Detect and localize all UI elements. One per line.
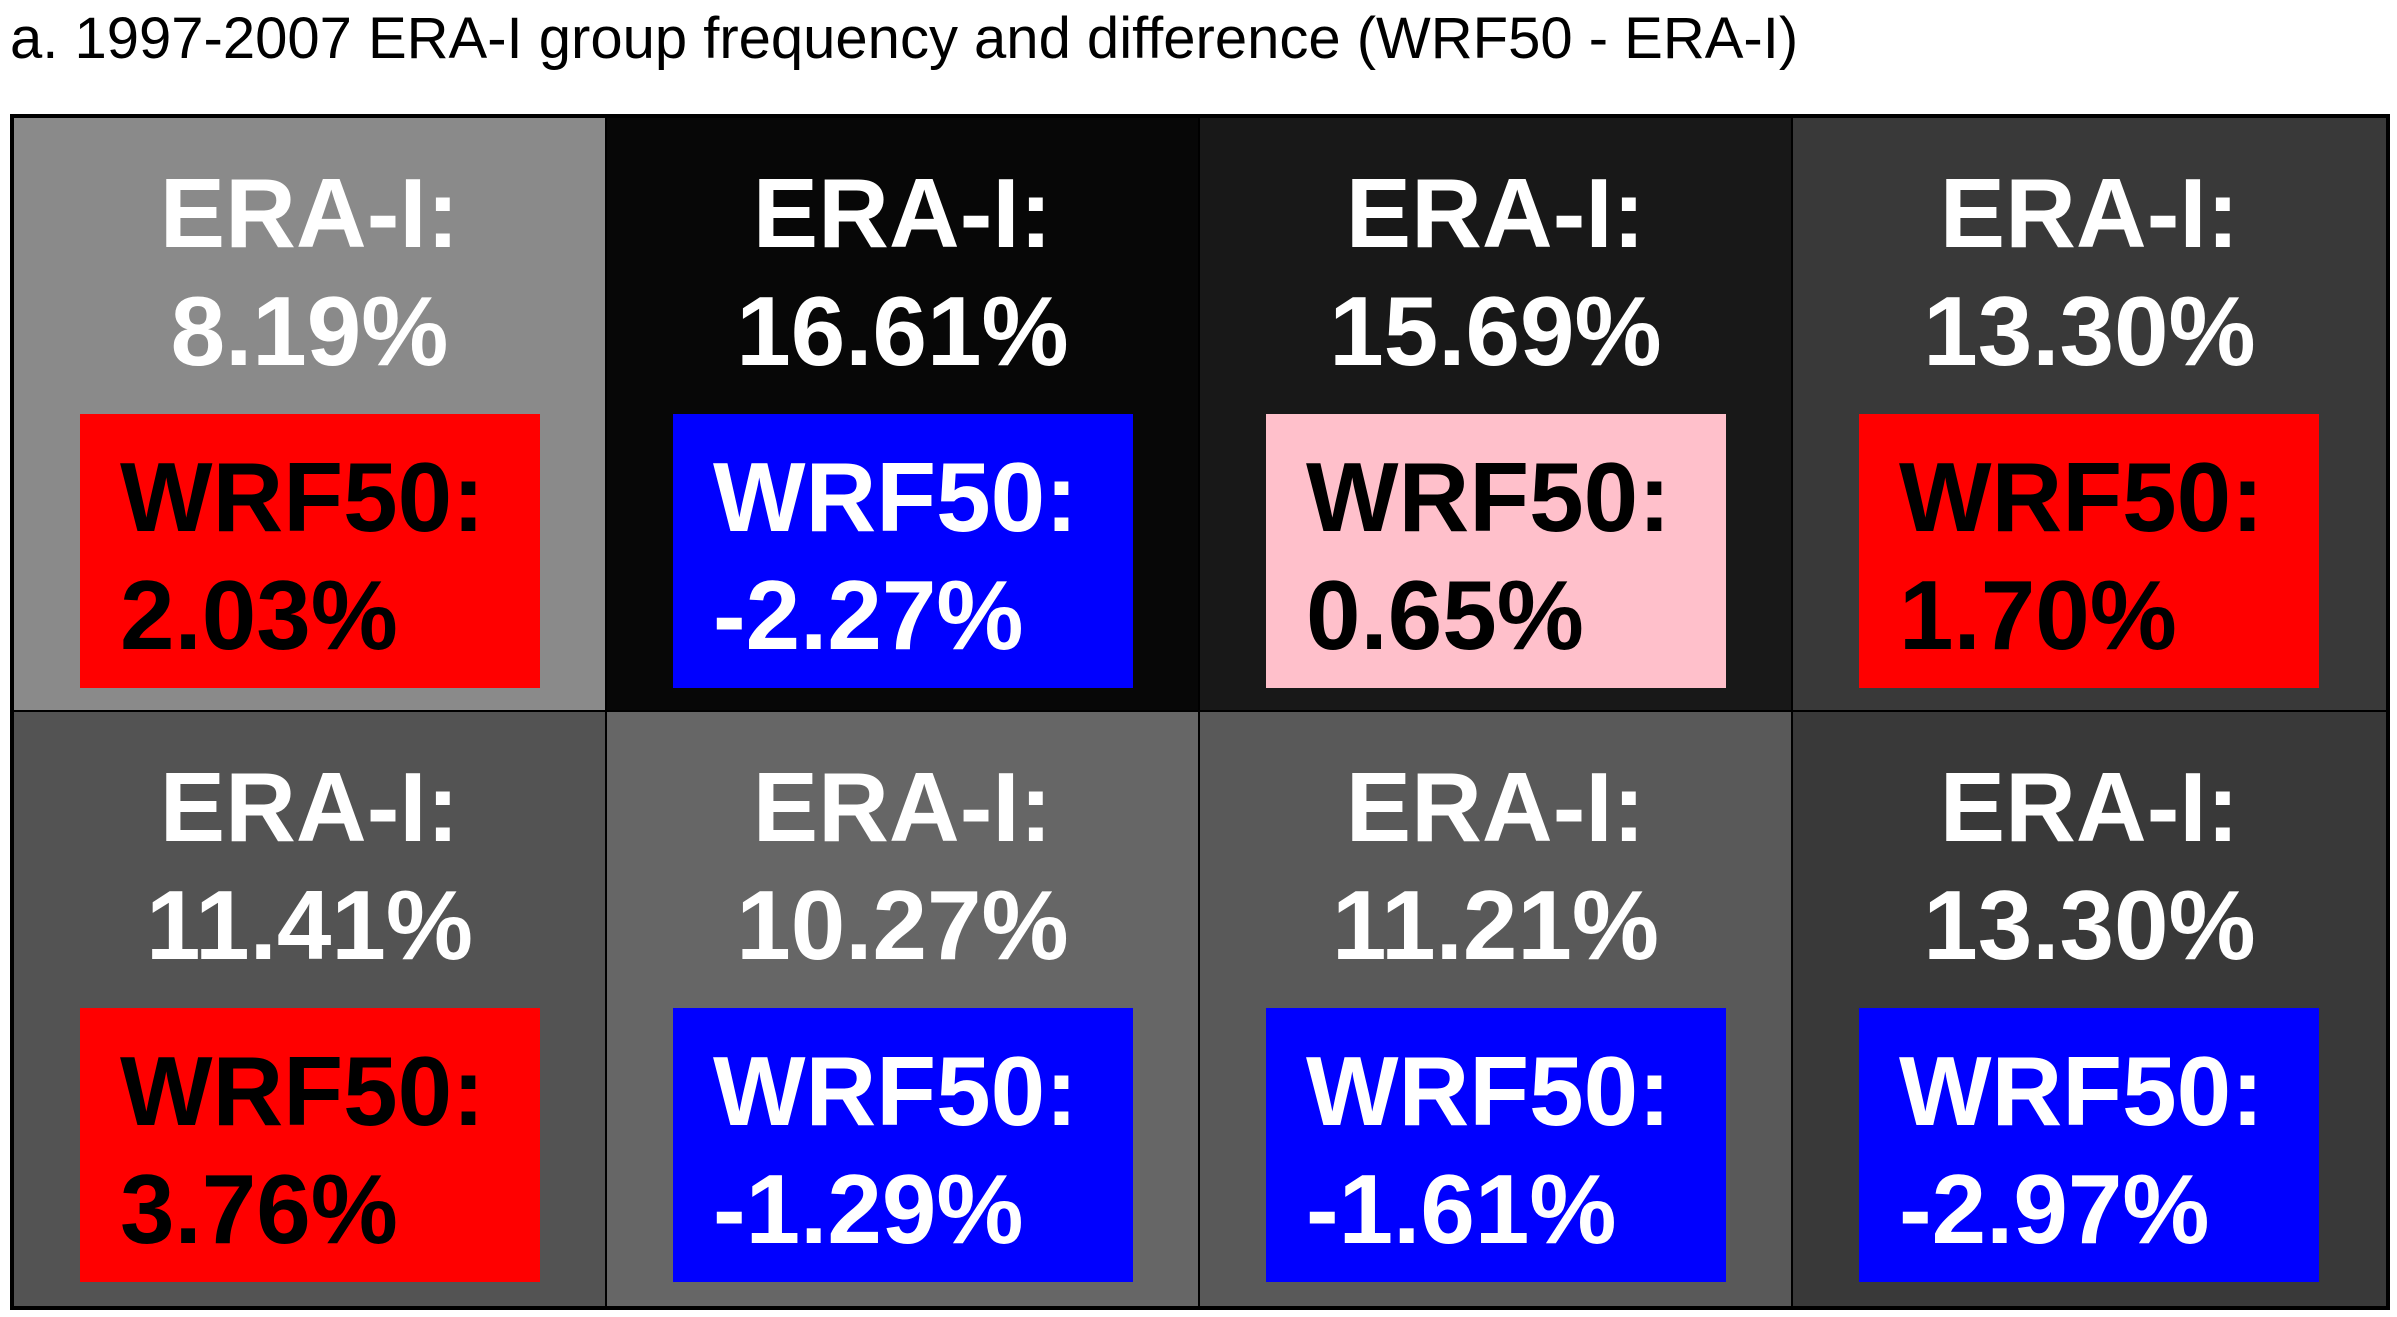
era-label: ERA-I: — [752, 158, 1053, 268]
era-label: ERA-I: — [159, 158, 460, 268]
wrf50-value: -2.27% — [713, 560, 1024, 670]
wrf50-difference-box: WRF50: -2.27% — [673, 414, 1133, 688]
heatmap-cell: ERA-I: 15.69% WRF50: 0.65% — [1200, 118, 1793, 712]
era-value: 15.69% — [1329, 276, 1662, 386]
wrf50-value: 1.70% — [1899, 560, 2177, 670]
era-frequency: ERA-I: 13.30% — [1793, 154, 2386, 390]
era-label: ERA-I: — [1345, 158, 1646, 268]
heatmap-cell: ERA-I: 13.30% WRF50: -2.97% — [1793, 712, 2386, 1306]
wrf50-label: WRF50: — [713, 1036, 1078, 1146]
wrf50-difference-box: WRF50: 2.03% — [80, 414, 540, 688]
era-frequency: ERA-I: 11.41% — [14, 748, 605, 984]
frequency-grid: ERA-I: 8.19% WRF50: 2.03% ERA-I: 16.61% WRF50:… — [10, 114, 2390, 1310]
wrf50-label: WRF50: — [1306, 1036, 1671, 1146]
era-frequency: ERA-I: 16.61% — [607, 154, 1198, 390]
wrf50-value: 3.76% — [120, 1154, 398, 1264]
wrf50-value: 2.03% — [120, 560, 398, 670]
era-value: 11.21% — [1332, 870, 1659, 980]
wrf50-value: -2.97% — [1899, 1154, 2210, 1264]
era-frequency: ERA-I: 15.69% — [1200, 154, 1791, 390]
era-label: ERA-I: — [1939, 752, 2240, 862]
wrf50-value: 0.65% — [1306, 560, 1584, 670]
heatmap-cell: ERA-I: 11.21% WRF50: -1.61% — [1200, 712, 1793, 1306]
wrf50-label: WRF50: — [1306, 442, 1671, 552]
era-label: ERA-I: — [159, 752, 460, 862]
era-value: 13.30% — [1923, 276, 2256, 386]
era-value: 10.27% — [736, 870, 1069, 980]
heatmap-cell: ERA-I: 16.61% WRF50: -2.27% — [607, 118, 1200, 712]
wrf50-difference-box: WRF50: -2.97% — [1859, 1008, 2319, 1282]
wrf50-label: WRF50: — [1899, 442, 2264, 552]
era-frequency: ERA-I: 10.27% — [607, 748, 1198, 984]
wrf50-difference-box: WRF50: -1.61% — [1266, 1008, 1726, 1282]
era-frequency: ERA-I: 8.19% — [14, 154, 605, 390]
era-value: 8.19% — [170, 276, 449, 386]
heatmap-cell: ERA-I: 11.41% WRF50: 3.76% — [14, 712, 607, 1306]
era-value: 16.61% — [736, 276, 1069, 386]
era-label: ERA-I: — [752, 752, 1053, 862]
heatmap-cell: ERA-I: 8.19% WRF50: 2.03% — [14, 118, 607, 712]
wrf50-label: WRF50: — [713, 442, 1078, 552]
wrf50-label: WRF50: — [120, 1036, 485, 1146]
wrf50-difference-box: WRF50: 0.65% — [1266, 414, 1726, 688]
wrf50-label: WRF50: — [120, 442, 485, 552]
wrf50-value: -1.61% — [1306, 1154, 1617, 1264]
wrf50-difference-box: WRF50: 3.76% — [80, 1008, 540, 1282]
wrf50-difference-box: WRF50: -1.29% — [673, 1008, 1133, 1282]
wrf50-value: -1.29% — [713, 1154, 1024, 1264]
era-value: 11.41% — [146, 870, 473, 980]
era-frequency: ERA-I: 13.30% — [1793, 748, 2386, 984]
era-label: ERA-I: — [1939, 158, 2240, 268]
era-frequency: ERA-I: 11.21% — [1200, 748, 1791, 984]
wrf50-difference-box: WRF50: 1.70% — [1859, 414, 2319, 688]
era-label: ERA-I: — [1345, 752, 1646, 862]
chart-title: a. 1997-2007 ERA-I group frequency and d… — [10, 6, 1799, 71]
wrf50-label: WRF50: — [1899, 1036, 2264, 1146]
era-value: 13.30% — [1923, 870, 2256, 980]
heatmap-cell: ERA-I: 13.30% WRF50: 1.70% — [1793, 118, 2386, 712]
heatmap-cell: ERA-I: 10.27% WRF50: -1.29% — [607, 712, 1200, 1306]
